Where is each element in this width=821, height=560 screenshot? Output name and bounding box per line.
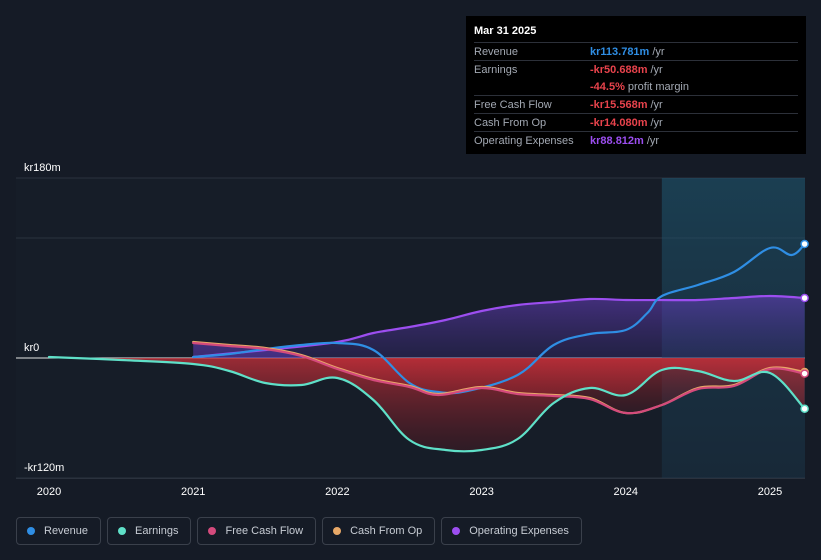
tooltip-date: Mar 31 2025 [474,25,537,37]
x-axis-labels: 2020 2021 2022 2023 2024 2025 [37,486,782,498]
x-tick-label: 2020 [37,486,61,498]
series-lines [47,242,806,453]
revenue-dot-icon [27,527,35,535]
tooltip-label: Cash From Op [474,117,547,129]
legend-item-free-cash-flow[interactable]: Free Cash Flow [197,517,317,545]
operating-expenses-dot-icon [452,527,461,535]
fcf-line [192,341,806,415]
legend-label: Free Cash Flow [225,525,304,537]
tooltip-value: -kr50.688m [590,64,648,76]
x-tick-label: 2025 [758,486,782,498]
legend-label: Revenue [44,525,89,537]
tooltip-unit: /yr [650,64,663,76]
fcf-end-marker [800,369,809,378]
x-tick-label: 2021 [181,486,205,498]
tooltip-unit: /yr [650,117,663,129]
legend-item-earnings[interactable]: Earnings [107,517,192,545]
legend-label: Earnings [135,525,179,537]
tooltip-row-margin: -44.5% profit margin [474,78,798,95]
tooltip-unit: /yr [652,46,665,58]
legend-label: Cash From Op [350,525,423,537]
tooltip-row-cfo: Cash From Op -kr14.080m /yr [474,113,798,131]
opex-line [192,294,806,359]
x-tick-label: 2023 [469,486,493,498]
legend: Revenue Earnings Free Cash Flow Cash Fro… [16,517,582,545]
tooltip-row-revenue: Revenue kr113.781m /yr [474,42,798,60]
tooltip-panel: Mar 31 2025 Revenue kr113.781m /yr Earni… [466,16,806,154]
opex-end-marker [800,293,809,303]
earnings-dot-icon [118,527,127,535]
free-cash-flow-dot-icon [208,527,217,535]
legend-label: Operating Expenses [469,525,569,537]
tooltip-row-fcf: Free Cash Flow -kr15.568m /yr [474,95,798,113]
tooltip-label: Operating Expenses [474,135,574,147]
tooltip-value: kr113.781m [590,46,650,58]
y-tick-label: -kr120m [24,462,64,474]
tooltip-unit: profit margin [627,81,689,93]
tooltip-label: Earnings [474,64,518,76]
cash-from-op-dot-icon [333,527,342,535]
revenue-line [192,242,806,395]
tooltip-unit: /yr [650,99,663,111]
earnings-line [47,355,806,453]
cfo-area-positive [193,342,805,358]
tooltip-label-empty [474,79,590,95]
tooltip-value: -kr14.080m [590,117,648,129]
tooltip-value: -44.5% [590,81,625,93]
y-tick-label: kr0 [24,342,39,354]
y-tick-label: kr180m [24,162,61,174]
y-axis-labels: kr180m kr0 -kr120m [24,162,64,474]
legend-item-cash-from-op[interactable]: Cash From Op [322,517,436,545]
legend-item-revenue[interactable]: Revenue [16,517,102,545]
x-tick-label: 2022 [325,486,349,498]
tooltip-label: Free Cash Flow [474,99,552,111]
tooltip-row-earnings: Earnings -kr50.688m /yr [474,60,798,78]
tooltip-value: kr88.812m [590,135,644,147]
tooltip-row-opex: Operating Expenses kr88.812m /yr [474,131,798,149]
earnings-area-negative [49,358,805,452]
tooltip-value: -kr15.568m [590,99,648,111]
revenue-end-marker [800,239,809,249]
legend-item-operating-expenses[interactable]: Operating Expenses [441,517,582,545]
tooltip-label: Revenue [474,46,519,58]
x-tick-label: 2024 [614,486,638,498]
series-end-markers [800,239,809,413]
earnings-end-marker [800,404,809,413]
tooltip-unit: /yr [646,135,660,147]
